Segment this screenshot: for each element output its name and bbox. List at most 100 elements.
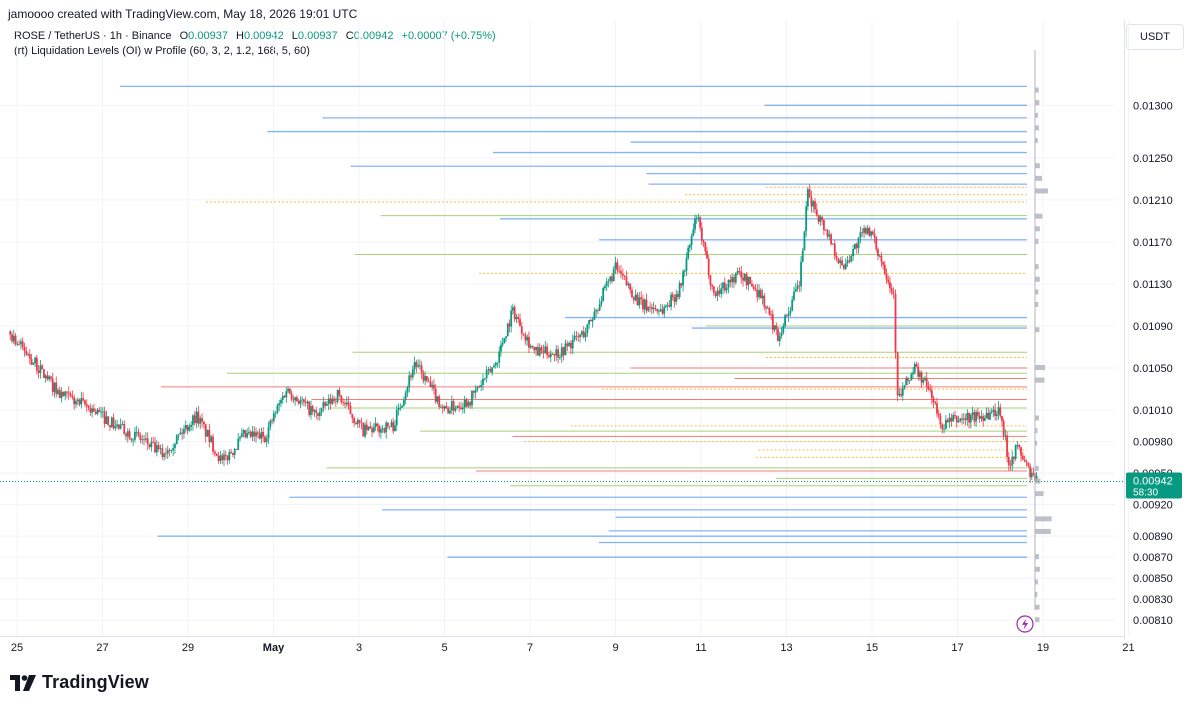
candle-body <box>240 433 243 438</box>
symbol-name[interactable]: ROSE / TetherUS · 1h · Binance <box>14 30 172 42</box>
y-tick-label: 0.01250 <box>1133 153 1173 165</box>
candle-body <box>905 378 908 386</box>
candle-body <box>690 235 693 246</box>
candle-body <box>114 426 117 429</box>
candle-body <box>55 382 58 394</box>
candle-body <box>835 256 838 259</box>
currency-selector[interactable]: USDT <box>1126 24 1184 50</box>
candle-body <box>670 294 672 307</box>
candle-body <box>632 297 635 301</box>
candle-body <box>1011 456 1014 466</box>
candle-body <box>213 451 216 454</box>
candle-body <box>819 216 822 222</box>
candle-body <box>932 398 935 403</box>
candle-body <box>568 342 570 347</box>
candle-body <box>765 306 767 309</box>
candle-body <box>844 263 847 269</box>
candle-body <box>221 455 224 461</box>
candle-body <box>450 401 453 411</box>
change-value: +0.00007 (+0.75%) <box>401 30 496 42</box>
candle-body <box>212 436 214 452</box>
candle-body <box>803 231 806 251</box>
high-label: H <box>236 30 244 42</box>
candle-body <box>775 325 778 330</box>
y-tick-label: 0.00830 <box>1133 594 1173 606</box>
candle-body <box>918 372 921 377</box>
candle-body <box>852 249 854 257</box>
candle-body <box>349 405 352 414</box>
candle-body <box>544 346 547 354</box>
candle-body <box>680 283 683 286</box>
candle-body <box>478 386 481 388</box>
candle-body <box>206 429 209 437</box>
candle-body <box>588 319 590 325</box>
candle-body <box>533 347 536 351</box>
candle-body <box>887 279 890 283</box>
candle-body <box>699 217 702 228</box>
y-tick-label: 0.01010 <box>1133 405 1173 417</box>
symbol-ohlc-bar[interactable]: ROSE / TetherUS · 1h · Binance O0.00937 … <box>14 30 496 42</box>
candle-body <box>501 343 504 345</box>
candle-body <box>125 433 127 437</box>
candle-body <box>697 217 700 219</box>
candle-body <box>304 402 307 404</box>
candle-body <box>950 417 953 422</box>
candle-body <box>482 378 484 385</box>
candle-body <box>961 418 963 420</box>
candle-body <box>248 431 250 434</box>
profile-bar <box>1035 138 1038 144</box>
candle-body <box>551 353 554 355</box>
grid-lines <box>0 20 1129 636</box>
x-tick-label: 7 <box>527 642 533 654</box>
candle-body <box>877 249 879 256</box>
candle-body <box>422 373 425 381</box>
candle-body <box>843 265 845 269</box>
candle-body <box>433 384 435 389</box>
candle-body <box>53 382 56 392</box>
profile-bar <box>1035 264 1039 270</box>
candle-body <box>132 439 135 441</box>
candle-body <box>892 291 895 294</box>
candle-body <box>692 229 695 236</box>
candle-body <box>747 276 750 286</box>
candle-body <box>756 289 759 298</box>
candle-body <box>71 395 74 398</box>
candle-body <box>880 255 883 262</box>
candle-body <box>1014 445 1017 459</box>
candle-body <box>184 425 187 430</box>
candle-body <box>25 350 28 355</box>
candle-body <box>687 247 690 259</box>
candle-body <box>472 390 475 393</box>
candle-body <box>685 258 688 271</box>
indicator-legend[interactable]: (rt) Liquidation Levels (OI) w Profile (… <box>14 45 310 57</box>
candle-body <box>397 407 400 411</box>
candle-body <box>440 406 442 408</box>
candle-body <box>969 414 972 423</box>
candle-body <box>758 290 760 298</box>
candle-body <box>174 443 176 448</box>
candle-body <box>736 271 739 274</box>
candle-body <box>123 423 126 434</box>
candle-body <box>199 417 202 424</box>
candle-body <box>915 364 918 367</box>
candle-body <box>582 331 585 338</box>
candle-body <box>381 428 384 430</box>
candle-body <box>524 334 527 341</box>
x-tick-label: May <box>263 642 285 654</box>
candle-body <box>973 412 976 422</box>
candle-body <box>498 351 501 363</box>
candle-body <box>463 399 466 408</box>
candle-body <box>506 323 509 337</box>
candle-body <box>971 412 974 415</box>
x-tick-label: 13 <box>780 642 792 654</box>
candle-body <box>342 402 345 404</box>
lightning-icon[interactable] <box>1016 615 1034 633</box>
candle-body <box>306 401 309 404</box>
tradingview-logo[interactable]: TradingView <box>10 672 149 693</box>
candle-body <box>456 406 459 409</box>
candle-body <box>103 411 106 424</box>
candle-body <box>372 427 375 433</box>
candle-body <box>390 422 393 427</box>
